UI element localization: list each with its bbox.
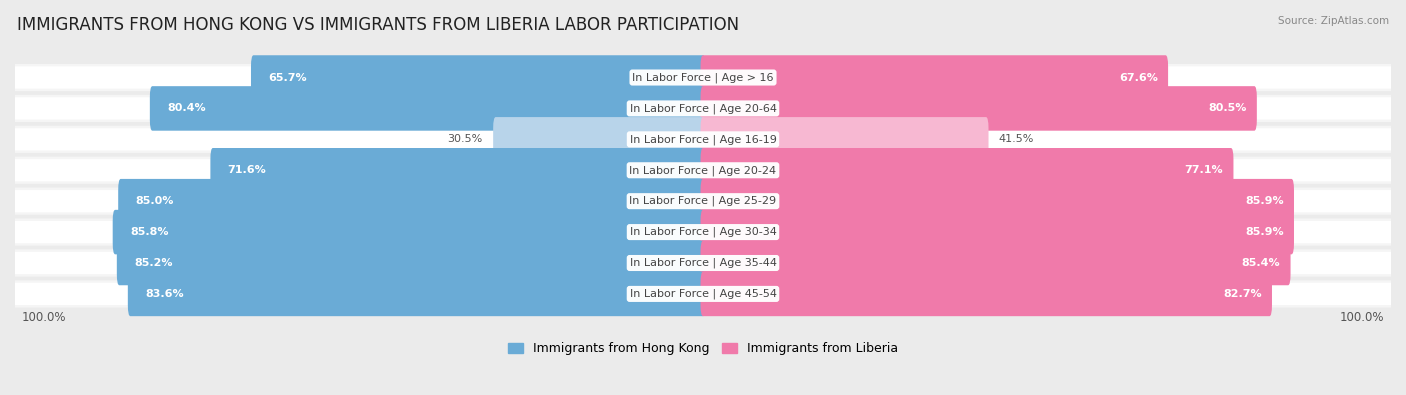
Text: In Labor Force | Age 20-64: In Labor Force | Age 20-64 [630,103,776,114]
FancyBboxPatch shape [700,210,1294,254]
Text: In Labor Force | Age > 16: In Labor Force | Age > 16 [633,72,773,83]
FancyBboxPatch shape [14,218,1392,246]
Text: Source: ZipAtlas.com: Source: ZipAtlas.com [1278,16,1389,26]
Text: In Labor Force | Age 20-24: In Labor Force | Age 20-24 [630,165,776,175]
FancyBboxPatch shape [700,148,1233,192]
FancyBboxPatch shape [15,97,1391,120]
Text: 67.6%: 67.6% [1119,73,1157,83]
FancyBboxPatch shape [15,66,1391,88]
Text: 77.1%: 77.1% [1184,165,1223,175]
FancyBboxPatch shape [14,188,1392,215]
FancyBboxPatch shape [15,190,1391,212]
Text: 83.6%: 83.6% [145,289,184,299]
FancyBboxPatch shape [128,272,706,316]
Text: 82.7%: 82.7% [1223,289,1261,299]
Text: 65.7%: 65.7% [269,73,307,83]
FancyBboxPatch shape [700,117,988,162]
Text: 71.6%: 71.6% [228,165,266,175]
Text: In Labor Force | Age 16-19: In Labor Force | Age 16-19 [630,134,776,145]
FancyBboxPatch shape [117,241,706,285]
Text: 80.4%: 80.4% [167,103,205,113]
Text: 80.5%: 80.5% [1208,103,1247,113]
Text: IMMIGRANTS FROM HONG KONG VS IMMIGRANTS FROM LIBERIA LABOR PARTICIPATION: IMMIGRANTS FROM HONG KONG VS IMMIGRANTS … [17,16,740,34]
FancyBboxPatch shape [14,64,1392,91]
Text: 100.0%: 100.0% [22,310,66,324]
Text: In Labor Force | Age 25-29: In Labor Force | Age 25-29 [630,196,776,207]
Text: 85.2%: 85.2% [134,258,173,268]
FancyBboxPatch shape [112,210,706,254]
FancyBboxPatch shape [700,272,1272,316]
FancyBboxPatch shape [150,86,706,131]
FancyBboxPatch shape [14,126,1392,153]
FancyBboxPatch shape [14,95,1392,122]
FancyBboxPatch shape [14,157,1392,184]
Text: 85.8%: 85.8% [129,227,169,237]
FancyBboxPatch shape [252,55,706,100]
Text: 85.0%: 85.0% [135,196,174,206]
FancyBboxPatch shape [700,55,1168,100]
FancyBboxPatch shape [15,221,1391,243]
Text: 30.5%: 30.5% [447,134,482,144]
Text: 100.0%: 100.0% [1340,310,1384,324]
FancyBboxPatch shape [15,159,1391,181]
Text: 85.9%: 85.9% [1246,196,1284,206]
FancyBboxPatch shape [15,252,1391,274]
Text: In Labor Force | Age 35-44: In Labor Force | Age 35-44 [630,258,776,268]
Text: 85.9%: 85.9% [1246,227,1284,237]
Text: 85.4%: 85.4% [1241,258,1281,268]
FancyBboxPatch shape [700,241,1291,285]
FancyBboxPatch shape [15,283,1391,305]
FancyBboxPatch shape [494,117,706,162]
FancyBboxPatch shape [700,179,1294,224]
FancyBboxPatch shape [118,179,706,224]
FancyBboxPatch shape [700,86,1257,131]
Text: In Labor Force | Age 45-54: In Labor Force | Age 45-54 [630,289,776,299]
FancyBboxPatch shape [211,148,706,192]
Text: In Labor Force | Age 30-34: In Labor Force | Age 30-34 [630,227,776,237]
FancyBboxPatch shape [15,128,1391,150]
FancyBboxPatch shape [14,280,1392,308]
Text: 41.5%: 41.5% [998,134,1035,144]
Legend: Immigrants from Hong Kong, Immigrants from Liberia: Immigrants from Hong Kong, Immigrants fr… [503,337,903,360]
FancyBboxPatch shape [14,249,1392,276]
